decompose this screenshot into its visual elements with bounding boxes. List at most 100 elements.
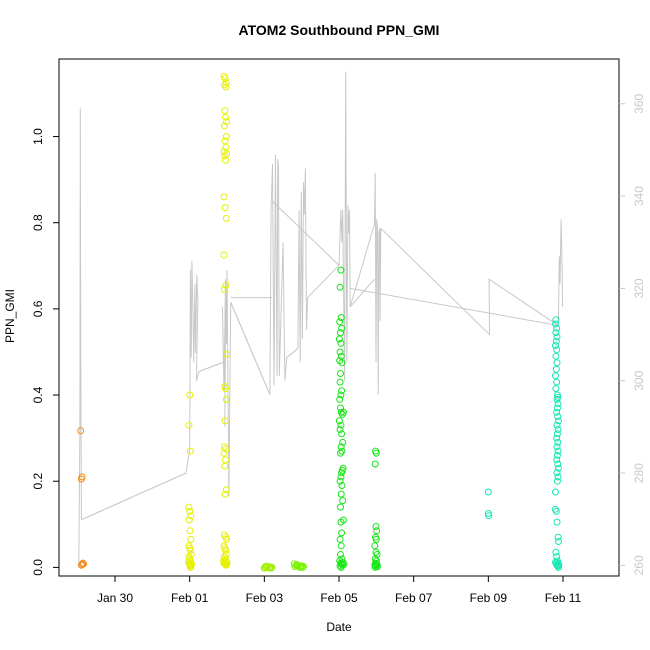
data-point: [336, 378, 344, 386]
data-point: [553, 443, 561, 451]
data-point: [222, 456, 229, 464]
data-point: [221, 490, 229, 498]
secondary-line-segment: [82, 472, 187, 520]
data-point: [300, 563, 307, 570]
secondary-line-path: [78, 71, 564, 566]
data-point: [339, 497, 347, 505]
data-point: [80, 560, 88, 568]
data-point: [338, 447, 346, 455]
data-point: [553, 359, 561, 367]
data-point: [222, 143, 230, 151]
data-point: [336, 535, 344, 543]
data-point: [221, 204, 229, 212]
data-point: [553, 434, 561, 442]
data-point: [554, 533, 562, 541]
data-point: [77, 427, 85, 435]
data-point: [336, 426, 344, 433]
y-tick-label: 0.0: [31, 559, 45, 576]
data-point: [335, 335, 343, 343]
data-point: [373, 561, 381, 569]
data-point: [554, 426, 562, 433]
data-point: [555, 464, 562, 472]
data-point: [552, 352, 560, 360]
data-point: [373, 527, 381, 535]
data-point: [553, 378, 561, 386]
x-tick-label: Feb 09: [470, 591, 508, 605]
data-point: [554, 460, 562, 468]
y-tick-label: 1.0: [31, 128, 45, 145]
data-point: [336, 395, 344, 403]
data-point: [337, 542, 345, 550]
y-tick-label: 0.8: [31, 214, 45, 231]
x-axis: Jan 30 Feb 01 Feb 03 Feb 05 Feb 07 Feb 09 Feb …: [97, 576, 582, 605]
secondary-line-segment: [198, 361, 224, 372]
x-tick-label: Feb 07: [395, 591, 433, 605]
data-point: [554, 400, 562, 408]
data-point: [338, 324, 346, 332]
data-point: [220, 251, 228, 259]
data-point: [484, 488, 492, 496]
data-point: [79, 559, 87, 567]
data-point: [185, 421, 193, 429]
x-tick-label: Feb 05: [320, 591, 358, 605]
data-point: [78, 473, 86, 481]
data-point: [337, 421, 345, 429]
data-point: [553, 333, 561, 341]
data-point: [336, 283, 344, 291]
data-point: [553, 518, 561, 526]
data-point: [220, 286, 228, 293]
data-point: [338, 529, 346, 537]
data-point: [554, 438, 562, 446]
y2-tick-label: 280: [632, 463, 646, 483]
data-point: [222, 395, 230, 403]
data-point: [371, 460, 379, 468]
data-point: [553, 404, 561, 412]
y-axis: 0.0 0.2 0.4 0.6 0.8 1.0: [31, 128, 59, 576]
data-point: [338, 430, 346, 438]
data-point: [336, 477, 344, 485]
y2-tick-label: 360: [632, 93, 646, 113]
data-point: [553, 395, 561, 403]
data-point: [552, 385, 560, 393]
data-point: [222, 546, 229, 554]
data-point: [336, 357, 344, 365]
data-point: [185, 516, 193, 524]
data-point: [337, 266, 345, 274]
secondary-line-segment: [286, 348, 299, 359]
data-point: [337, 339, 345, 347]
data-point: [553, 469, 561, 477]
data-point: [338, 387, 346, 395]
data-point: [372, 535, 380, 543]
x-axis-label: Date: [326, 620, 352, 634]
data-point: [291, 563, 299, 570]
data-point: [223, 350, 231, 358]
y-tick-label: 0.2: [31, 473, 45, 490]
data-point: [220, 557, 228, 565]
data-point: [186, 507, 194, 515]
data-point: [220, 531, 228, 539]
data-point: [221, 152, 229, 160]
y2-tick-label: 340: [632, 186, 646, 206]
data-point: [337, 449, 344, 457]
data-point: [298, 563, 306, 571]
data-point: [340, 408, 347, 416]
data-point: [552, 320, 559, 328]
data-point: [336, 318, 344, 326]
data-point: [222, 486, 230, 494]
y2-tick-label: 300: [632, 370, 646, 390]
data-point: [221, 417, 229, 425]
points-layer: [77, 72, 563, 572]
secondary-series-line: [78, 71, 564, 566]
data-point: [222, 83, 230, 91]
data-point: [223, 150, 231, 158]
data-point: [553, 324, 561, 332]
data-point: [220, 449, 228, 457]
data-point: [553, 430, 561, 438]
data-point: [553, 408, 561, 416]
data-point: [554, 473, 562, 481]
data-point: [335, 417, 343, 425]
secondary-line-segment: [349, 278, 375, 308]
data-point: [337, 370, 344, 377]
data-point: [553, 421, 561, 429]
